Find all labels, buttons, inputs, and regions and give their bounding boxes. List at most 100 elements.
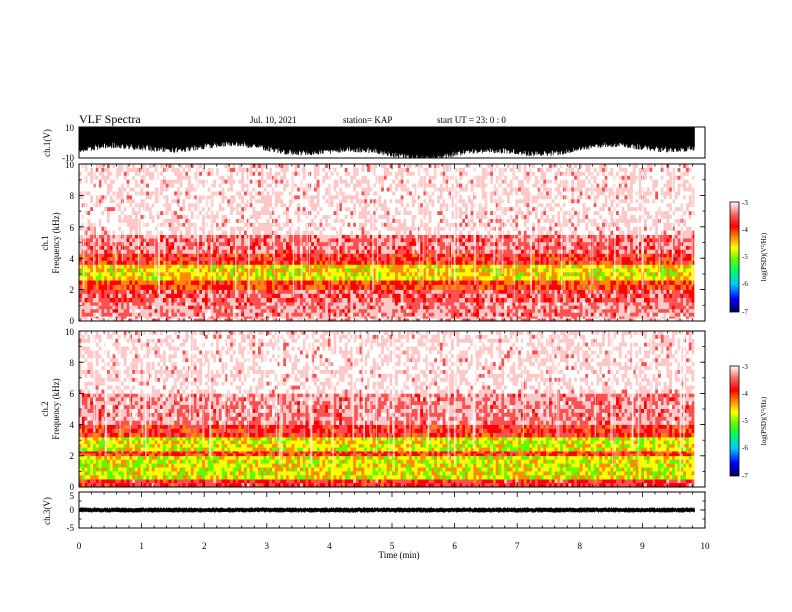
- spectrogram-cell-spec1-b6: [683, 238, 687, 243]
- spectrogram-cell-spec1-b4: [126, 264, 130, 269]
- spectrogram-cell-spec1-b4: [448, 268, 452, 273]
- spectrogram-cell-spec1-b3: [593, 280, 597, 286]
- spectrogram-cell-spec1-b1: [414, 309, 418, 314]
- spectrogram-cell-spec1-b2: [658, 297, 662, 303]
- spectrogram-cell-spec1-b2: [339, 293, 343, 299]
- spectrogram-cell-spec1-b1: [414, 302, 418, 306]
- spectrogram-cell-spec1-b6: [652, 245, 656, 251]
- spectrogram-cell-spec1-b4: [140, 264, 144, 269]
- spectrogram-cell-spec1-b4: [283, 264, 287, 269]
- spectrogram-cell-spec1-b0: [79, 316, 83, 319]
- spectrogram-cell-spec1-b6: [383, 238, 387, 243]
- spectrogram-cell-spec1-b6: [132, 238, 136, 243]
- spectrogram-cell-spec1-b2: [339, 289, 343, 295]
- spectrogram-cell-spec1-b4: [333, 276, 337, 281]
- spectrogram-cell-spec1-b4: [582, 272, 586, 277]
- spectrogram-cell-spec1-b3: [288, 280, 292, 286]
- spectrogram-cell-spec1-b0: [389, 316, 393, 319]
- spectrogram-cell-spec1-b4: [104, 268, 108, 273]
- spectrogram-cell-spec1-b2: [451, 297, 455, 303]
- spectrogram-cell-spec1-b2: [272, 293, 276, 299]
- spectrogram-cell-spec1-b4: [671, 268, 676, 273]
- spectrogram-cell-spec1-b5: [190, 253, 194, 258]
- spectrogram-cell-spec1-b4: [101, 276, 105, 281]
- spectrogram-cell-spec1-b3: [423, 284, 427, 290]
- spectrogram-cell-spec1-b6: [582, 242, 586, 247]
- spectrogram-cell-spec1-b3: [520, 284, 525, 290]
- spectrogram-cell-spec1-b3: [305, 284, 309, 290]
- spectrogram-cell-spec1-b6: [409, 238, 413, 243]
- spectrogram-cell-spec1-b6: [101, 238, 105, 243]
- spectrogram-cell-spec1-b2: [674, 293, 678, 299]
- spectrogram-cell-spec1-b0: [90, 316, 94, 319]
- spectrogram-cell-spec1-b3: [490, 284, 494, 290]
- spectrogram-cell-spec1-b4: [280, 272, 284, 277]
- spectrogram-cell-spec1-b0: [143, 316, 147, 319]
- spectrogram-cell-spec1-b6: [344, 238, 348, 243]
- spectrogram-cell-spec1-b4: [339, 272, 343, 277]
- spectrogram-cell-spec1-b6: [255, 245, 259, 251]
- spectrogram-cell-spec1-b0: [509, 318, 513, 322]
- spectrogram-cell-spec1-b1: [610, 305, 614, 310]
- spectrogram-cell-spec1-b6: [523, 242, 527, 247]
- spectrogram-cell-spec1-b5: [644, 253, 648, 258]
- spectrogram-cell-spec1-b4: [274, 268, 278, 273]
- spectrogram-cell-spec1-b5: [509, 257, 513, 262]
- spectrogram-cell-spec1-b5: [341, 253, 346, 258]
- spectrogram-cell-spec1-b3: [137, 280, 141, 286]
- spectrogram-cell-spec1-b6: [185, 238, 189, 243]
- spectrogram-cell-spec1-b6: [590, 234, 594, 239]
- spectrogram-cell-spec1-b3: [445, 280, 449, 286]
- spectrogram-cell-spec1-b3: [445, 284, 449, 290]
- spectrogram-cell-spec1-b1: [431, 305, 435, 310]
- spectrogram-cell-spec1-b2: [104, 289, 108, 295]
- spectrogram-cell-spec1-b1: [118, 305, 122, 310]
- spectrogram-cell-spec1-b3: [666, 280, 670, 286]
- spectrogram-cell-spec1-b1: [638, 309, 642, 314]
- spectrogram-cell-spec1-b1: [478, 312, 483, 317]
- spectrogram-cell-spec1-b6: [244, 242, 248, 247]
- spectrogram-cell-spec1-b2: [313, 289, 318, 295]
- spectrogram-cell-spec1-b4: [630, 264, 634, 269]
- spectrogram-cell-spec1-b1: [548, 302, 553, 306]
- ch1-spectrogram-image: [79, 164, 705, 322]
- spectrogram-cell-spec1-b2: [92, 289, 97, 295]
- spectrogram-cell-spec1-b3: [607, 284, 611, 290]
- spectrogram-cell-spec1-b4: [381, 264, 385, 269]
- spectrogram-cell-spec1-b4: [663, 268, 667, 273]
- spectrogram-cell-spec1-b1: [506, 305, 511, 310]
- spectrogram-cell-spec1-b2: [428, 297, 432, 303]
- spectrogram-cell-spec1-b6: [406, 238, 410, 243]
- spectrogram-cell-spec1-b6: [465, 245, 469, 251]
- spectrogram-cell-spec1-b4: [476, 268, 480, 273]
- spectrogram-cell-spec1-b6: [84, 249, 88, 254]
- spectrogram-cell-spec1-b3: [551, 280, 555, 286]
- spectrogram-cell-spec1-b4: [646, 276, 650, 281]
- spectrogram-cell-spec1-b2: [120, 297, 125, 303]
- spectrogram-cell-spec1-b5: [230, 260, 234, 265]
- spectrogram-cell-spec1-b6: [263, 242, 267, 247]
- spectrogram-cell-spec1-b3: [504, 284, 508, 290]
- spectrogram-cell-spec1-b6: [160, 249, 164, 254]
- spectrogram-cell-spec1-b2: [473, 293, 477, 299]
- spectrogram-cell-spec1-b3: [216, 284, 220, 290]
- spectrogram-cell-spec1-b3: [126, 280, 130, 286]
- spectrogram-cell-spec1-b0: [126, 316, 130, 319]
- spectrogram-cell-spec1-b4: [115, 264, 119, 269]
- spectrogram-cell-spec1-b5: [630, 260, 634, 265]
- spectrogram-cell-spec1-b2: [353, 297, 357, 303]
- spectrogram-cell-spec1-b4: [148, 264, 153, 269]
- spectrogram-cell-spec1-b5: [355, 253, 360, 258]
- spectrogram-cell-spec1-b4: [389, 272, 393, 277]
- spectrogram-cell-spec1-b5: [574, 253, 578, 258]
- spectrogram-cell-spec1-b4: [372, 264, 376, 269]
- spectrogram-cell-spec1-b3: [90, 280, 94, 286]
- spectrogram-cell-spec1-b5: [171, 253, 175, 258]
- spectrogram-cell-spec1-b4: [87, 268, 91, 273]
- spectrogram-cell-spec1-b6: [238, 249, 242, 254]
- spectrogram-cell-spec1-b0: [285, 316, 290, 319]
- spectrogram-cell-spec1-b4: [347, 276, 351, 281]
- spectrogram-cell-spec1-b3: [604, 284, 608, 290]
- spectrogram-cell-spec1-b6: [249, 249, 253, 254]
- spectrogram-cell-spec1-b6: [319, 249, 323, 254]
